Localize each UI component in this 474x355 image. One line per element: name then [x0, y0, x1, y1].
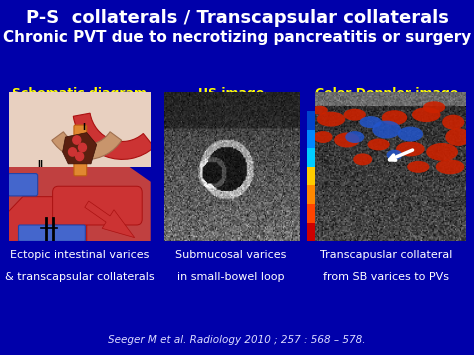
Polygon shape — [9, 197, 87, 241]
Ellipse shape — [387, 150, 402, 160]
Ellipse shape — [423, 101, 445, 113]
Bar — [307, 223, 315, 241]
Bar — [307, 167, 315, 185]
Text: US image: US image — [198, 87, 264, 100]
Ellipse shape — [407, 161, 429, 173]
Wedge shape — [52, 132, 122, 159]
Bar — [307, 92, 315, 111]
FancyArrow shape — [85, 201, 135, 237]
Polygon shape — [9, 92, 151, 167]
Text: Schematic diagram: Schematic diagram — [12, 87, 147, 100]
Polygon shape — [9, 152, 151, 241]
Polygon shape — [65, 92, 151, 152]
Ellipse shape — [334, 132, 360, 147]
Ellipse shape — [344, 109, 366, 121]
Polygon shape — [63, 132, 97, 164]
Text: Ectopic intestinal varices: Ectopic intestinal varices — [10, 250, 149, 260]
Bar — [307, 204, 315, 223]
FancyBboxPatch shape — [8, 174, 37, 196]
Ellipse shape — [353, 153, 372, 165]
Text: Color Doppler image: Color Doppler image — [315, 87, 458, 100]
Text: Seeger M et al. Radiology 2010 ; 257 : 568 – 578.: Seeger M et al. Radiology 2010 ; 257 : 5… — [108, 335, 366, 345]
Circle shape — [79, 143, 86, 152]
Ellipse shape — [367, 138, 390, 151]
Text: Chronic PVT due to necrotizing pancreatitis or surgery: Chronic PVT due to necrotizing pancreati… — [3, 30, 471, 45]
Bar — [307, 185, 315, 204]
Bar — [307, 130, 315, 148]
FancyBboxPatch shape — [74, 125, 87, 176]
Ellipse shape — [426, 143, 458, 161]
FancyBboxPatch shape — [53, 186, 142, 225]
Ellipse shape — [398, 127, 423, 142]
Ellipse shape — [372, 121, 401, 138]
Ellipse shape — [345, 131, 365, 143]
Ellipse shape — [312, 106, 328, 115]
Text: II: II — [37, 160, 43, 169]
Text: from SB varices to PVs: from SB varices to PVs — [323, 272, 449, 282]
Ellipse shape — [445, 128, 471, 146]
Ellipse shape — [436, 159, 465, 174]
Ellipse shape — [317, 112, 345, 127]
Ellipse shape — [396, 142, 425, 157]
Text: in small-bowel loop: in small-bowel loop — [177, 272, 284, 282]
Text: Submucosal varices: Submucosal varices — [175, 250, 286, 260]
Ellipse shape — [360, 116, 382, 128]
Ellipse shape — [382, 110, 407, 125]
Circle shape — [76, 152, 83, 160]
Ellipse shape — [442, 115, 465, 130]
FancyBboxPatch shape — [18, 225, 85, 241]
Bar — [307, 148, 315, 167]
Text: & transcapsular collaterals: & transcapsular collaterals — [5, 272, 155, 282]
Circle shape — [69, 148, 76, 156]
Text: P-S  collaterals / Transcapsular collaterals: P-S collaterals / Transcapsular collater… — [26, 9, 448, 27]
Wedge shape — [73, 113, 154, 159]
Text: Transcapuslar collateral: Transcapuslar collateral — [320, 250, 453, 260]
Text: I: I — [82, 122, 85, 132]
Circle shape — [73, 136, 81, 144]
Bar — [307, 111, 315, 130]
Ellipse shape — [313, 131, 333, 143]
Ellipse shape — [412, 107, 440, 122]
